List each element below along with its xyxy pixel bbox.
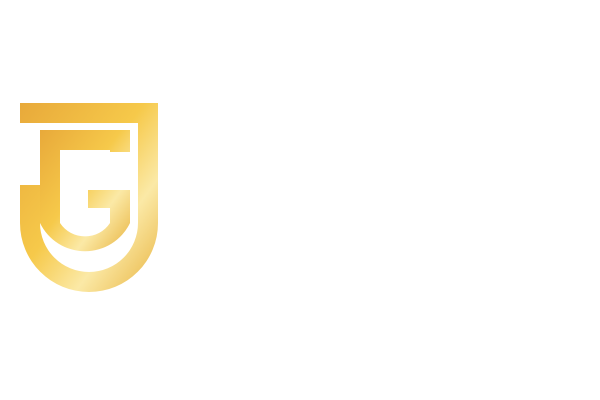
outer-j-shape bbox=[20, 103, 158, 292]
inner-g-shape bbox=[40, 130, 130, 252]
